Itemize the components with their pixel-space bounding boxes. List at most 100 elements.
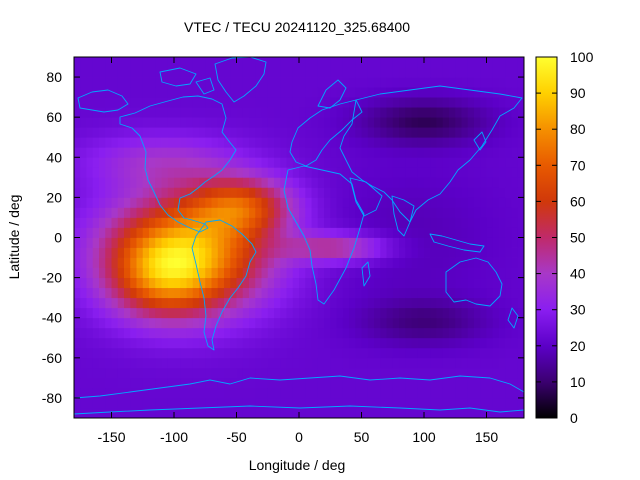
heat-cell — [267, 217, 275, 228]
heat-cell — [286, 77, 294, 88]
heat-cell — [292, 367, 300, 379]
heat-cell — [230, 67, 237, 78]
heat-cell — [136, 157, 144, 168]
heat-cell — [186, 207, 194, 218]
heat-cell — [117, 197, 125, 208]
heat-cell — [242, 177, 250, 188]
heat-cell — [430, 177, 437, 188]
heat-cell — [305, 377, 312, 389]
heat-cell — [142, 307, 150, 319]
heat-cell — [355, 117, 362, 128]
heat-cell — [130, 207, 137, 218]
heat-cell — [305, 237, 312, 248]
heat-cell — [324, 127, 331, 138]
heat-cell — [136, 307, 144, 319]
heat-cell — [74, 267, 81, 279]
heat-cell — [424, 237, 431, 248]
heat-cell — [74, 217, 81, 228]
heat-cell — [217, 177, 225, 188]
heat-cell — [280, 337, 287, 349]
heat-cell — [449, 317, 456, 329]
heat-cell — [111, 337, 119, 349]
heat-cell — [124, 237, 131, 248]
heat-cell — [280, 187, 287, 198]
heat-cell — [367, 267, 375, 279]
heat-cell — [211, 257, 219, 268]
heat-cell — [149, 377, 156, 389]
heat-cell — [492, 327, 500, 339]
heat-cell — [249, 227, 256, 238]
heat-cell — [105, 287, 112, 299]
heat-cell — [430, 277, 437, 289]
heat-cell — [299, 57, 306, 68]
heat-cell — [417, 117, 425, 128]
heat-cell — [105, 347, 112, 359]
heat-cell — [461, 397, 469, 409]
y-axis-label: Latitude / deg — [6, 195, 22, 280]
heat-cell — [124, 117, 131, 128]
heat-cell — [399, 297, 406, 309]
heat-cell — [242, 257, 250, 268]
heat-cell — [80, 227, 87, 238]
heat-cell — [249, 137, 256, 148]
heat-cell — [224, 207, 231, 218]
heat-cell — [274, 237, 281, 248]
heat-cell — [480, 387, 487, 399]
heat-cell — [224, 257, 231, 268]
heat-cell — [442, 407, 450, 419]
heat-cell — [99, 147, 106, 158]
heat-cell — [367, 57, 375, 68]
heat-cell — [249, 297, 256, 309]
heat-cell — [99, 77, 106, 88]
heat-cell — [430, 77, 437, 88]
heat-cell — [449, 167, 456, 178]
heat-cell — [405, 147, 412, 158]
heat-cell — [411, 107, 419, 118]
heat-cell — [217, 167, 225, 178]
heat-cell — [336, 217, 344, 228]
heat-cell — [92, 67, 100, 78]
heat-cell — [192, 307, 200, 319]
heat-cell — [161, 117, 169, 128]
heat-cell — [411, 377, 419, 389]
heat-cell — [274, 137, 281, 148]
heat-cell — [217, 217, 225, 228]
heat-cell — [386, 157, 394, 168]
heat-cell — [74, 67, 81, 78]
heat-cell — [380, 327, 387, 339]
heat-cell — [155, 167, 162, 178]
heat-cell — [105, 127, 112, 138]
heat-cell — [305, 307, 312, 319]
heat-cell — [411, 237, 419, 248]
heat-cell — [486, 177, 494, 188]
heat-cell — [255, 157, 262, 168]
heat-cell — [280, 207, 287, 218]
heat-cell — [292, 77, 300, 88]
heat-cell — [280, 117, 287, 128]
heat-cell — [111, 407, 119, 419]
heat-cell — [205, 277, 212, 289]
heat-cell — [192, 407, 200, 419]
heat-cell — [455, 147, 462, 158]
heat-cell — [399, 87, 406, 98]
heat-cell — [299, 307, 306, 319]
heat-cell — [405, 307, 412, 319]
heat-cell — [367, 247, 375, 258]
heat-cell — [374, 257, 381, 268]
heat-cell — [299, 157, 306, 168]
heat-cell — [230, 207, 237, 218]
heat-cell — [499, 247, 506, 258]
heat-cell — [411, 297, 419, 309]
heat-cell — [255, 407, 262, 419]
heat-cell — [480, 137, 487, 148]
heat-cell — [167, 337, 175, 349]
heat-cell — [74, 307, 81, 319]
heat-cell — [511, 137, 519, 148]
heat-cell — [286, 337, 294, 349]
heat-cell — [242, 327, 250, 339]
heat-cell — [261, 57, 269, 68]
heat-cell — [467, 307, 475, 319]
heat-cell — [186, 377, 194, 389]
heat-cell — [149, 67, 156, 78]
